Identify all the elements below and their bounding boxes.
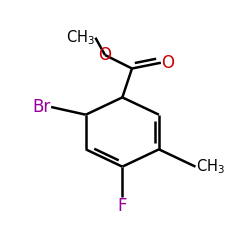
- Text: CH$_3$: CH$_3$: [66, 28, 96, 47]
- Text: CH$_3$: CH$_3$: [196, 157, 224, 176]
- Text: O: O: [161, 54, 174, 72]
- Text: F: F: [118, 198, 127, 216]
- Text: Br: Br: [33, 98, 51, 116]
- Text: O: O: [98, 46, 112, 64]
